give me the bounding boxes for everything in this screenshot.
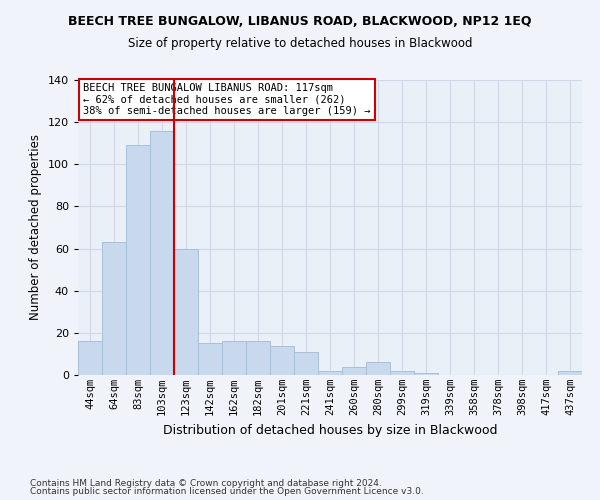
Text: Size of property relative to detached houses in Blackwood: Size of property relative to detached ho… xyxy=(128,38,472,51)
Text: BEECH TREE BUNGALOW LIBANUS ROAD: 117sqm
← 62% of detached houses are smaller (2: BEECH TREE BUNGALOW LIBANUS ROAD: 117sqm… xyxy=(83,83,371,116)
Bar xyxy=(270,346,294,375)
Bar xyxy=(318,371,342,375)
Text: Contains public sector information licensed under the Open Government Licence v3: Contains public sector information licen… xyxy=(30,487,424,496)
Bar xyxy=(150,130,174,375)
Bar xyxy=(174,248,198,375)
Text: Contains HM Land Registry data © Crown copyright and database right 2024.: Contains HM Land Registry data © Crown c… xyxy=(30,478,382,488)
Bar xyxy=(366,362,390,375)
Bar xyxy=(414,373,438,375)
Bar xyxy=(102,242,126,375)
Y-axis label: Number of detached properties: Number of detached properties xyxy=(29,134,42,320)
Bar xyxy=(558,371,582,375)
Bar xyxy=(198,344,222,375)
X-axis label: Distribution of detached houses by size in Blackwood: Distribution of detached houses by size … xyxy=(163,424,497,436)
Bar xyxy=(390,371,414,375)
Bar xyxy=(126,146,150,375)
Bar xyxy=(342,366,366,375)
Bar xyxy=(246,342,270,375)
Text: BEECH TREE BUNGALOW, LIBANUS ROAD, BLACKWOOD, NP12 1EQ: BEECH TREE BUNGALOW, LIBANUS ROAD, BLACK… xyxy=(68,15,532,28)
Bar xyxy=(78,342,102,375)
Bar xyxy=(222,342,246,375)
Bar xyxy=(294,352,318,375)
